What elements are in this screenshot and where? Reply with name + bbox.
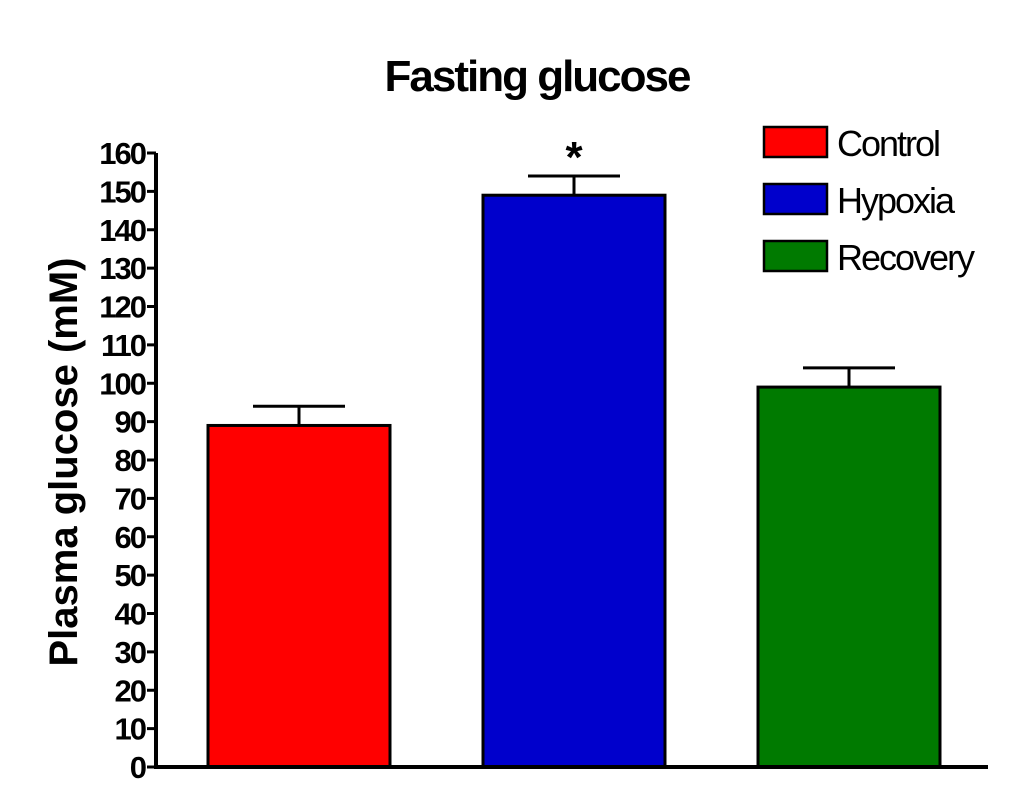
y-tick-label: 130	[99, 251, 145, 286]
legend-label-control: Control	[837, 123, 939, 164]
bars-group: *	[206, 133, 942, 769]
y-tick-label: 140	[99, 213, 145, 248]
legend-swatch-control	[762, 125, 829, 159]
y-tick-label: 160	[99, 136, 145, 171]
y-tick-label: 120	[99, 290, 145, 325]
legend-swatch-hypoxia	[762, 182, 829, 216]
legend: Control Hypoxia Recovery	[762, 123, 977, 278]
legend-label-recovery: Recovery	[837, 237, 975, 278]
bar-control	[206, 423, 392, 769]
y-tick-label: 80	[115, 443, 146, 478]
y-tick-label: 30	[115, 635, 146, 670]
y-tick-label: 110	[101, 328, 146, 363]
legend-swatch-recovery	[762, 239, 829, 273]
bar-recovery	[756, 385, 942, 769]
y-tick-label: 70	[115, 481, 146, 516]
y-tick-label: 0	[130, 750, 146, 785]
y-tick-label: 100	[99, 366, 145, 401]
y-tick-label: 50	[115, 558, 146, 593]
legend-label-hypoxia: Hypoxia	[837, 180, 956, 221]
significance-marker-hypoxia: *	[565, 133, 583, 182]
chart-title: Fasting glucose	[385, 52, 690, 101]
bar-hypoxia	[481, 193, 667, 769]
y-tick-label: 90	[115, 405, 146, 440]
y-tick-label: 60	[115, 520, 146, 555]
y-tick-label: 40	[115, 597, 146, 632]
y-axis-label: Plasma glucose (mM)	[42, 257, 86, 666]
y-tick-label: 150	[99, 174, 145, 209]
y-tick-label: 20	[115, 673, 146, 708]
y-tick-label: 10	[115, 712, 146, 747]
